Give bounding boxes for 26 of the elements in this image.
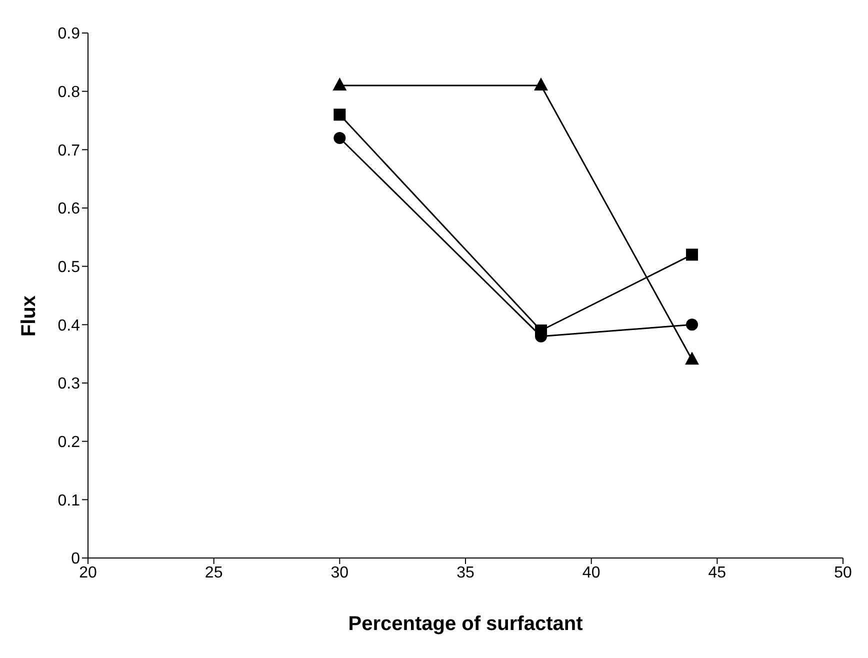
point [686,248,698,261]
point [534,78,548,90]
x-tick-label: 50 [834,564,852,582]
x-tick-label: 35 [456,564,474,582]
y-axis-title: Flux [18,296,40,337]
x-tick-label: 25 [204,564,223,582]
x-tick-label: 20 [79,564,97,582]
x-axis-title: Percentage of surfactant [348,613,584,636]
y-tick-label: 0.1 [58,492,80,510]
point [332,78,347,90]
y-tick-label: 0.2 [58,434,80,452]
y-tick-label: 0.9 [58,26,80,43]
y-tick-label: 0.8 [58,84,80,102]
y-tick-label: 0.5 [58,259,80,276]
y-tick-label: 0.4 [58,317,80,334]
y-tick-label: 0.7 [58,142,80,160]
y-tick-label: 0.3 [58,376,80,393]
point [334,132,346,144]
y-tick-label: 0.6 [58,200,80,218]
x-tick-label: 30 [330,564,349,582]
x-tick-label: 40 [582,564,600,582]
point [686,318,698,331]
point [685,352,699,365]
point [334,108,346,121]
y-tick-label: 0 [71,550,80,568]
x-tick-label: 45 [708,564,726,582]
